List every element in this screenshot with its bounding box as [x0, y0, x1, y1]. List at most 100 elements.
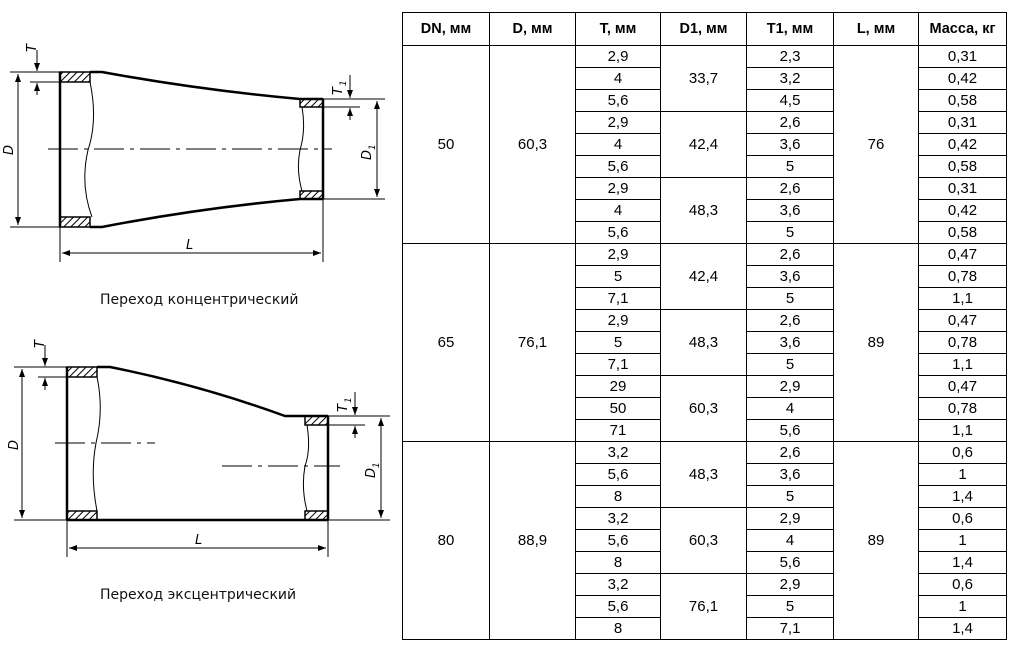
- table-row: 80 88,9 3,2 48,3 2,6 89 0,6: [402, 441, 1007, 640]
- table-row: 2,9 48,3 2,6 0,47: [403, 309, 1007, 376]
- t1-cell: 3,6: [746, 331, 834, 354]
- mass-cell: 0,78: [918, 265, 1007, 288]
- svg-text:1: 1: [372, 462, 382, 468]
- svg-text:L: L: [195, 533, 202, 548]
- t-cell: 2,9: [575, 177, 661, 200]
- t-cell: 7,1: [575, 353, 661, 376]
- t1-cell: 4: [746, 529, 834, 552]
- svg-text:L: L: [186, 238, 193, 253]
- mass-cell: 0,6: [918, 441, 1007, 464]
- t-cell: 2,9: [575, 111, 661, 134]
- d-cell: 76,1: [489, 243, 576, 442]
- d-cell: 60,3: [489, 45, 576, 244]
- table-row: 4 3,2 0,42: [403, 67, 1007, 90]
- dimensions-table: DN, мм D, мм T, мм D1, мм T1, мм L, мм Масса, …: [402, 12, 1007, 640]
- table-row: 7,1 5 1,1: [403, 287, 1007, 310]
- svg-text:T: T: [336, 403, 351, 412]
- mass-cell: 1,4: [918, 485, 1007, 508]
- t1-cell: 3,2: [746, 67, 834, 90]
- table-row: 29 60,3 2,9 0,47: [403, 375, 1007, 442]
- svg-text:D: D: [360, 150, 375, 160]
- t1-cell: 2,9: [746, 507, 834, 530]
- eccentric-caption: Переход эксцентрический: [100, 587, 297, 603]
- t1-cell: 5: [746, 353, 834, 376]
- svg-text:1: 1: [344, 397, 354, 403]
- l-cell: 89: [833, 441, 919, 640]
- t-cell: 5,6: [575, 529, 661, 552]
- mass-cell: 0,58: [918, 89, 1007, 112]
- mass-cell: 0,58: [918, 221, 1007, 244]
- table-row: 3,2 76,1 2,9 0,6: [403, 573, 1007, 640]
- t-cell: 2,9: [575, 243, 661, 266]
- l-cell: 89: [833, 243, 919, 442]
- concentric-reducer-drawing: [10, 50, 385, 262]
- t-cell: 5,6: [575, 221, 661, 244]
- t1-cell: 4: [746, 397, 834, 420]
- svg-text:D: D: [2, 145, 17, 155]
- table-row: 5,6 3,6 1: [403, 463, 1007, 486]
- column-header: D, мм: [489, 12, 576, 46]
- svg-text:1: 1: [339, 80, 349, 86]
- t-cell: 4: [575, 199, 661, 222]
- mass-cell: 0,78: [918, 397, 1007, 420]
- table-header-row: DN, мм D, мм T, мм D1, мм T1, мм L, мм Масса, …: [402, 12, 1007, 46]
- reducer-drawings: T D T 1 D 1 L T D: [2, 43, 390, 557]
- t-cell: 7,1: [575, 287, 661, 310]
- eccentric-reducer-drawing: [14, 345, 390, 557]
- t1-cell: 5,6: [746, 551, 834, 574]
- d1-cell: 48,3: [660, 441, 747, 508]
- mass-cell: 0,47: [918, 375, 1007, 398]
- mass-cell: 0,78: [918, 331, 1007, 354]
- t1-cell: 2,6: [746, 243, 834, 266]
- svg-text:T: T: [25, 43, 40, 52]
- t-cell: 50: [575, 397, 661, 420]
- column-header: Масса, кг: [918, 12, 1007, 46]
- mass-cell: 0,42: [918, 67, 1007, 90]
- mass-cell: 0,47: [918, 243, 1007, 266]
- svg-text:T: T: [331, 86, 346, 95]
- column-header: L, мм: [833, 12, 919, 46]
- d1-cell: 48,3: [660, 309, 747, 376]
- table-row: 2,9 48,3 2,6 0,31: [403, 177, 1007, 244]
- column-header: DN, мм: [402, 12, 490, 46]
- t1-cell: 4,5: [746, 89, 834, 112]
- t1-cell: 2,9: [746, 375, 834, 398]
- concentric-caption: Переход концентрический: [100, 292, 299, 308]
- t-cell: 5: [575, 331, 661, 354]
- t1-cell: 2,6: [746, 177, 834, 200]
- table-row: 5,6 5 1: [403, 595, 1007, 618]
- t1-cell: 2,6: [746, 441, 834, 464]
- mass-cell: 0,31: [918, 45, 1007, 68]
- mass-cell: 0,42: [918, 133, 1007, 156]
- concentric-dimension-labels: T D T 1 D 1 L: [2, 43, 378, 253]
- t1-cell: 3,6: [746, 265, 834, 288]
- t1-cell: 2,6: [746, 309, 834, 332]
- t-cell: 71: [575, 419, 661, 442]
- t-cell: 3,2: [575, 573, 661, 596]
- t1-cell: 2,9: [746, 573, 834, 596]
- t-cell: 4: [575, 67, 661, 90]
- mass-cell: 0,31: [918, 111, 1007, 134]
- t1-cell: 3,6: [746, 199, 834, 222]
- table-row: 71 5,6 1,1: [403, 419, 1007, 442]
- table-row: 2,9 42,4 2,6 0,31: [403, 111, 1007, 178]
- table-row: 65 76,1 2,9 42,4 2,6 89 0,47: [402, 243, 1007, 442]
- d-cell: 88,9: [489, 441, 576, 640]
- t-cell: 8: [575, 485, 661, 508]
- table-row: 5,6 4,5 0,58: [403, 89, 1007, 112]
- mass-cell: 0,58: [918, 155, 1007, 178]
- d1-cell: 60,3: [660, 375, 747, 442]
- t1-cell: 5: [746, 221, 834, 244]
- svg-text:D: D: [7, 440, 22, 450]
- table-row: 5 3,6 0,78: [403, 331, 1007, 354]
- mass-cell: 0,31: [918, 177, 1007, 200]
- d1-cell: 42,4: [660, 111, 747, 178]
- t-cell: 4: [575, 133, 661, 156]
- t1-cell: 5: [746, 155, 834, 178]
- mass-cell: 1,1: [918, 419, 1007, 442]
- mass-cell: 0,47: [918, 309, 1007, 332]
- t1-cell: 5: [746, 595, 834, 618]
- t-cell: 3,2: [575, 441, 661, 464]
- t-cell: 5: [575, 265, 661, 288]
- table-row: 50 60,3 2,9 33,7 2,3 76 0,31: [402, 45, 1007, 244]
